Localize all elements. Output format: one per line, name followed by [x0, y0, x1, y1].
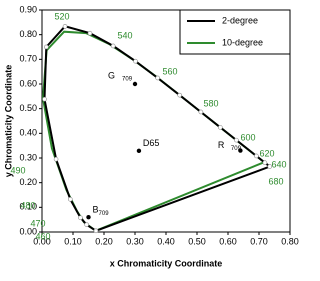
x-tick-label: 0.00	[33, 236, 51, 246]
x-tick-label: 0.30	[126, 236, 144, 246]
y-tick-label: 0.90	[19, 4, 37, 14]
x-axis-title: x Chromaticity Coordinate	[110, 258, 223, 268]
point-label: D65	[143, 138, 160, 148]
point	[86, 215, 91, 220]
series-line	[43, 25, 272, 232]
point-marker	[177, 92, 182, 98]
wavelength-label: 600	[240, 132, 255, 142]
point-label-subscript: 709	[231, 146, 242, 152]
point-marker	[68, 196, 73, 202]
point-marker	[62, 24, 68, 29]
y-tick-label: 0.80	[19, 29, 37, 39]
wavelength-label: 680	[268, 176, 283, 186]
y-tick-label: 0.70	[19, 54, 37, 64]
point-marker	[110, 43, 116, 49]
x-tick-label: 0.20	[95, 236, 113, 246]
x-tick-label: 0.80	[281, 236, 299, 246]
wavelength-label: 520	[54, 11, 69, 21]
point-marker	[218, 125, 223, 130]
point-marker	[87, 30, 93, 36]
point	[132, 81, 138, 87]
wavelength-label: 490	[10, 165, 25, 175]
x-tick-label: 0.40	[157, 236, 175, 246]
wavelength-label: 470	[30, 218, 45, 228]
wavelength-label: 540	[117, 30, 132, 40]
point	[136, 148, 142, 154]
point-marker	[93, 228, 99, 234]
point-marker	[42, 96, 47, 102]
chart: x Chromaticity Coordinate y Chromaticity…	[3, 4, 299, 269]
legend-label: 10-degree	[222, 37, 263, 47]
legend-box	[179, 9, 291, 55]
point-label: B	[93, 205, 99, 215]
point-marker	[78, 215, 83, 221]
x-tick-label: 0.50	[188, 236, 206, 246]
point	[238, 148, 243, 153]
point-marker	[262, 160, 268, 166]
y-axis-title: y Chromaticity Coordinate	[3, 65, 13, 178]
point-label-subscript: 709	[122, 77, 133, 83]
wavelength-label: 580	[203, 98, 218, 108]
x-tick-label: 0.70	[250, 236, 268, 246]
point-marker	[254, 153, 259, 159]
y-tick-label: 0.30	[19, 152, 37, 162]
wavelength-label: 460	[35, 231, 50, 241]
y-tick-label: 0.00	[19, 226, 37, 236]
y-tick-label: 0.20	[19, 177, 37, 187]
wavelength-label: 640	[271, 159, 286, 169]
point-marker	[198, 109, 204, 115]
point-marker	[53, 156, 59, 162]
point-marker	[44, 44, 49, 50]
y-tick-label: 0.50	[19, 103, 37, 113]
point-marker	[84, 222, 89, 227]
point-label: G	[108, 70, 115, 80]
wavelength-label: 620	[259, 148, 274, 158]
x-tick-label: 0.60	[219, 236, 237, 246]
x-tick-label: 0.10	[64, 236, 82, 246]
wavelength-label: 560	[162, 66, 177, 76]
point-marker	[133, 58, 138, 64]
point-label-subscript: 709	[99, 211, 110, 217]
legend-label: 2-degree	[222, 15, 258, 25]
wavelength-label: 480	[20, 200, 35, 210]
point-marker	[267, 164, 273, 169]
point-label: R	[218, 140, 225, 150]
y-tick-label: 0.60	[19, 78, 37, 88]
point-marker	[155, 75, 160, 81]
y-tick-label: 0.40	[19, 128, 37, 138]
y-tick-label: 0.10	[19, 202, 37, 212]
point-marker	[234, 137, 239, 143]
